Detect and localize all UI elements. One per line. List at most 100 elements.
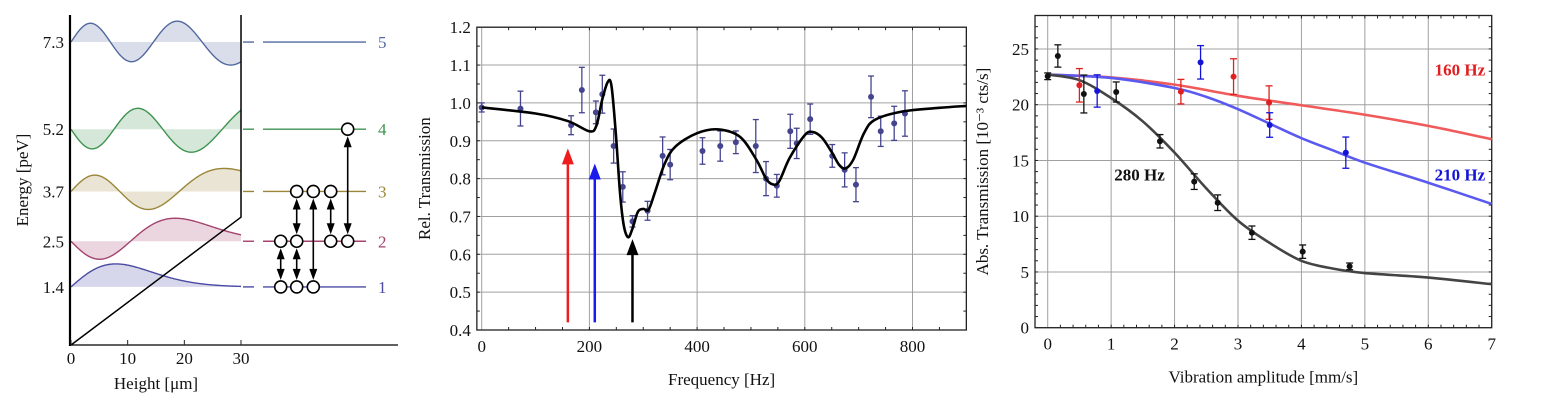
- data-point: [667, 161, 674, 168]
- state-circle: [323, 234, 338, 249]
- wavefunction-2: [70, 217, 242, 260]
- y-tick-label: 1.0: [450, 94, 471, 113]
- wavefunction-fill-4: [71, 108, 242, 153]
- data-point: [891, 120, 898, 127]
- arrow-head-down: [326, 223, 335, 235]
- arrow-head-down: [309, 268, 318, 280]
- arrow-head-up: [309, 198, 318, 210]
- arrow-head-up: [326, 198, 335, 210]
- wavefunction-1: [70, 263, 242, 288]
- series-label: 280 Hz: [1114, 166, 1165, 185]
- plot-frame: [476, 26, 967, 331]
- data-point: [852, 181, 859, 188]
- data-point: [659, 152, 666, 159]
- data-point: [1054, 52, 1061, 59]
- y-tick-label: 7.3: [43, 33, 64, 52]
- arrow-head-down: [292, 268, 301, 280]
- x-axis-label: Frequency [Hz]: [668, 370, 775, 389]
- data-point: [578, 87, 585, 94]
- y-axis-label: Abs. Transmission [10⁻³ cts/s]: [973, 68, 992, 276]
- data-point: [1346, 263, 1353, 270]
- data-point: [619, 183, 626, 190]
- y-tick-label: 1.1: [450, 56, 471, 75]
- wavefunction-3: [70, 167, 242, 211]
- y-tick-label: 0.7: [450, 207, 472, 226]
- data-point: [807, 116, 814, 123]
- frequency-arrow-head: [626, 239, 639, 256]
- level-label-5: 5: [378, 33, 387, 52]
- x-tick-label: 0: [67, 349, 76, 368]
- y-tick-label: 0.5: [450, 283, 471, 302]
- y-axis-label: Energy [peV]: [13, 134, 32, 227]
- y-axis-label: Rel. Transmission: [415, 117, 434, 240]
- data-point: [1156, 138, 1163, 145]
- x-tick-label: 5: [1361, 335, 1370, 354]
- state-circle: [273, 280, 288, 294]
- data-point: [610, 143, 617, 150]
- data-point: [1080, 90, 1087, 97]
- y-tick-label: 5.2: [43, 120, 64, 139]
- data-point: [1044, 73, 1051, 80]
- level-label-1: 1: [378, 278, 387, 297]
- x-tick-label: 4: [1297, 335, 1306, 354]
- y-tick-label: 0.6: [450, 245, 471, 264]
- y-tick-label: 10: [1012, 207, 1029, 226]
- x-axis-label: Height [μm]: [114, 374, 198, 393]
- x-tick-label: 800: [900, 337, 926, 356]
- x-tick-label: 3: [1234, 335, 1243, 354]
- state-circle: [289, 280, 304, 294]
- fit-curve: [481, 78, 967, 239]
- arrow-head-up: [292, 198, 301, 210]
- data-point: [1094, 87, 1101, 94]
- fit-curve-280-Hz: [1047, 73, 1492, 286]
- x-tick-label: 1: [1107, 335, 1116, 354]
- data-point: [1197, 59, 1204, 66]
- data-point: [1342, 149, 1349, 156]
- y-tick-label: 1.4: [43, 278, 65, 297]
- data-point: [1191, 178, 1198, 185]
- data-point: [1113, 88, 1120, 95]
- data-point: [877, 128, 884, 135]
- state-circle: [340, 122, 355, 136]
- arrow-head-up: [276, 248, 285, 260]
- x-tick-label: 10: [119, 349, 136, 368]
- panel-energy-levels: 1 1.4 2 2.5 3 3.7 4 5.2 5 7.3 0 10 20 30 Height [μm] En…: [13, 15, 398, 393]
- data-point: [1214, 199, 1221, 206]
- data-point: [699, 147, 706, 154]
- x-tick-label: 200: [577, 337, 603, 356]
- y-tick-label: 20: [1012, 96, 1029, 115]
- x-tick-label: 0: [1043, 335, 1052, 354]
- y-tick-label: 5: [1021, 263, 1030, 282]
- y-tick-label: 3.7: [43, 182, 65, 201]
- x-tick-label: 30: [233, 349, 250, 368]
- wavefunction-5: [70, 20, 242, 66]
- state-circle: [289, 184, 304, 199]
- x-tick-label: 7: [1487, 335, 1496, 354]
- data-point: [1266, 121, 1273, 128]
- arrow-head-down: [292, 223, 301, 235]
- arrow-head-up: [292, 248, 301, 260]
- y-tick-label: 15: [1012, 151, 1029, 170]
- x-tick-label: 400: [684, 337, 710, 356]
- state-circle: [273, 234, 288, 249]
- gravity-potential: [70, 15, 242, 346]
- data-point: [732, 139, 739, 146]
- data-point: [1076, 82, 1083, 89]
- wavefunction-4: [70, 107, 242, 153]
- data-point: [752, 143, 759, 150]
- data-point: [1266, 99, 1273, 106]
- y-tick-label: 0.9: [450, 132, 471, 151]
- panel-abs-transmission: 0 1 2 3 4 5 6 7 0 5 10 15 20 25 Vibration amplitude [m…: [973, 14, 1496, 387]
- state-circle: [323, 184, 338, 199]
- wavefunction-fill-3: [71, 168, 242, 210]
- x-tick-label: 2: [1170, 335, 1179, 354]
- arrow-head-down: [343, 223, 352, 235]
- frequency-arrow-head: [561, 148, 574, 165]
- y-tick-label: 25: [1012, 40, 1029, 59]
- x-tick-label: 20: [176, 349, 193, 368]
- level-label-4: 4: [378, 120, 387, 139]
- data-point: [717, 143, 724, 150]
- data-point: [1177, 88, 1184, 95]
- arrow-head-up: [343, 136, 352, 148]
